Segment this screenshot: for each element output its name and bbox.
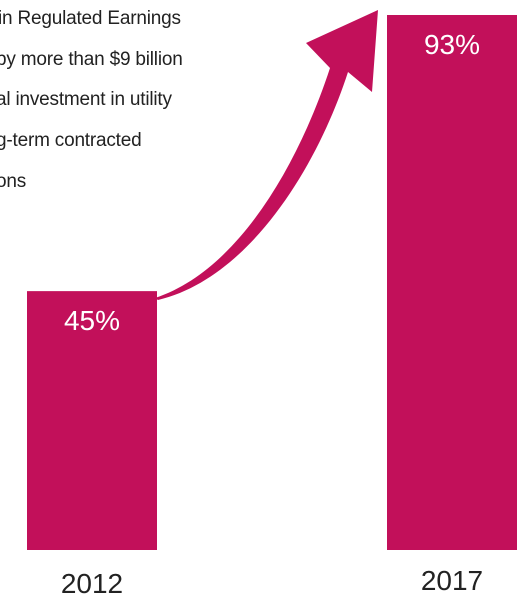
- bar-2012: [27, 291, 157, 550]
- annotation-line-1: in Regulated Earnings: [0, 8, 181, 29]
- value-label-2017: 93%: [424, 29, 480, 60]
- annotation-line-2: by more than $9 billion: [0, 49, 183, 70]
- annotation-line-4: g-term contracted: [0, 130, 142, 151]
- curved-arrow-icon: [155, 10, 378, 300]
- category-label-2017: 2017: [421, 565, 483, 596]
- annotation-line-3: al investment in utility: [0, 89, 172, 110]
- category-label-2012: 2012: [61, 568, 123, 599]
- bar-2017: [387, 15, 517, 550]
- value-label-2012: 45%: [64, 305, 120, 336]
- bars-layer: 45% 2012 93% 2017: [27, 15, 517, 599]
- annotation-line-5: ons: [0, 171, 27, 192]
